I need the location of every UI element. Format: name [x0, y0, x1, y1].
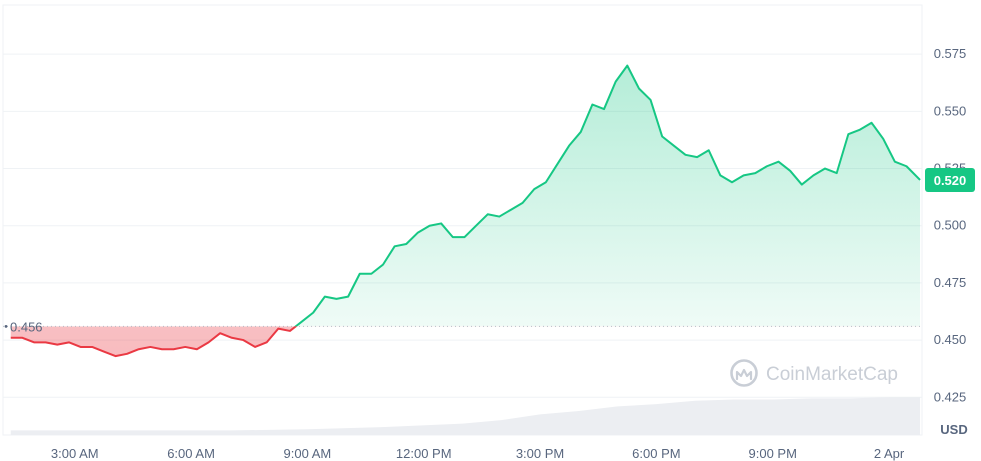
watermark-text: CoinMarketCap: [766, 364, 898, 385]
coinmarketcap-watermark: CoinMarketCap: [730, 359, 898, 387]
x-tick-label: 6:00 PM: [632, 446, 680, 461]
price-line-up: [294, 64, 921, 327]
y-tick-label: 0.550: [934, 103, 967, 118]
y-tick-label: 0.425: [934, 389, 967, 404]
unit-label: USD: [940, 422, 967, 437]
current-price-badge-bg: [925, 167, 975, 192]
x-tick-label: 3:00 PM: [516, 446, 564, 461]
volume-bars: [10, 397, 921, 435]
price-areas: [10, 65, 921, 357]
gain-area: [10, 65, 921, 327]
x-tick-label: 9:00 AM: [284, 446, 332, 461]
reference-dot: [4, 324, 8, 328]
x-tick-label: 3:00 AM: [51, 446, 99, 461]
volume-area: [10, 397, 921, 435]
reference-badge: 0.456: [10, 319, 43, 334]
x-tick-label: 2 Apr: [874, 446, 905, 461]
current-price-label: 0.520: [934, 173, 967, 188]
x-axis-labels: 3:00 AM 6:00 AM 9:00 AM 12:00 PM 3:00 PM 6:00…: [51, 446, 905, 461]
reference-label: 0.456: [10, 319, 43, 334]
y-tick-label: 0.475: [934, 275, 967, 290]
x-tick-label: 12:00 PM: [396, 446, 452, 461]
coinmarketcap-logo-icon: [730, 359, 758, 387]
current-price-badge: 0.520: [925, 167, 975, 192]
price-lines: [10, 64, 921, 358]
x-tick-label: 9:00 PM: [749, 446, 797, 461]
y-tick-label: 0.450: [934, 332, 967, 347]
loss-area: [10, 326, 296, 357]
x-tick-label: 6:00 AM: [167, 446, 215, 461]
price-line-down: [10, 326, 298, 358]
y-tick-label: 0.500: [934, 218, 967, 233]
y-tick-label: 0.575: [934, 46, 967, 61]
